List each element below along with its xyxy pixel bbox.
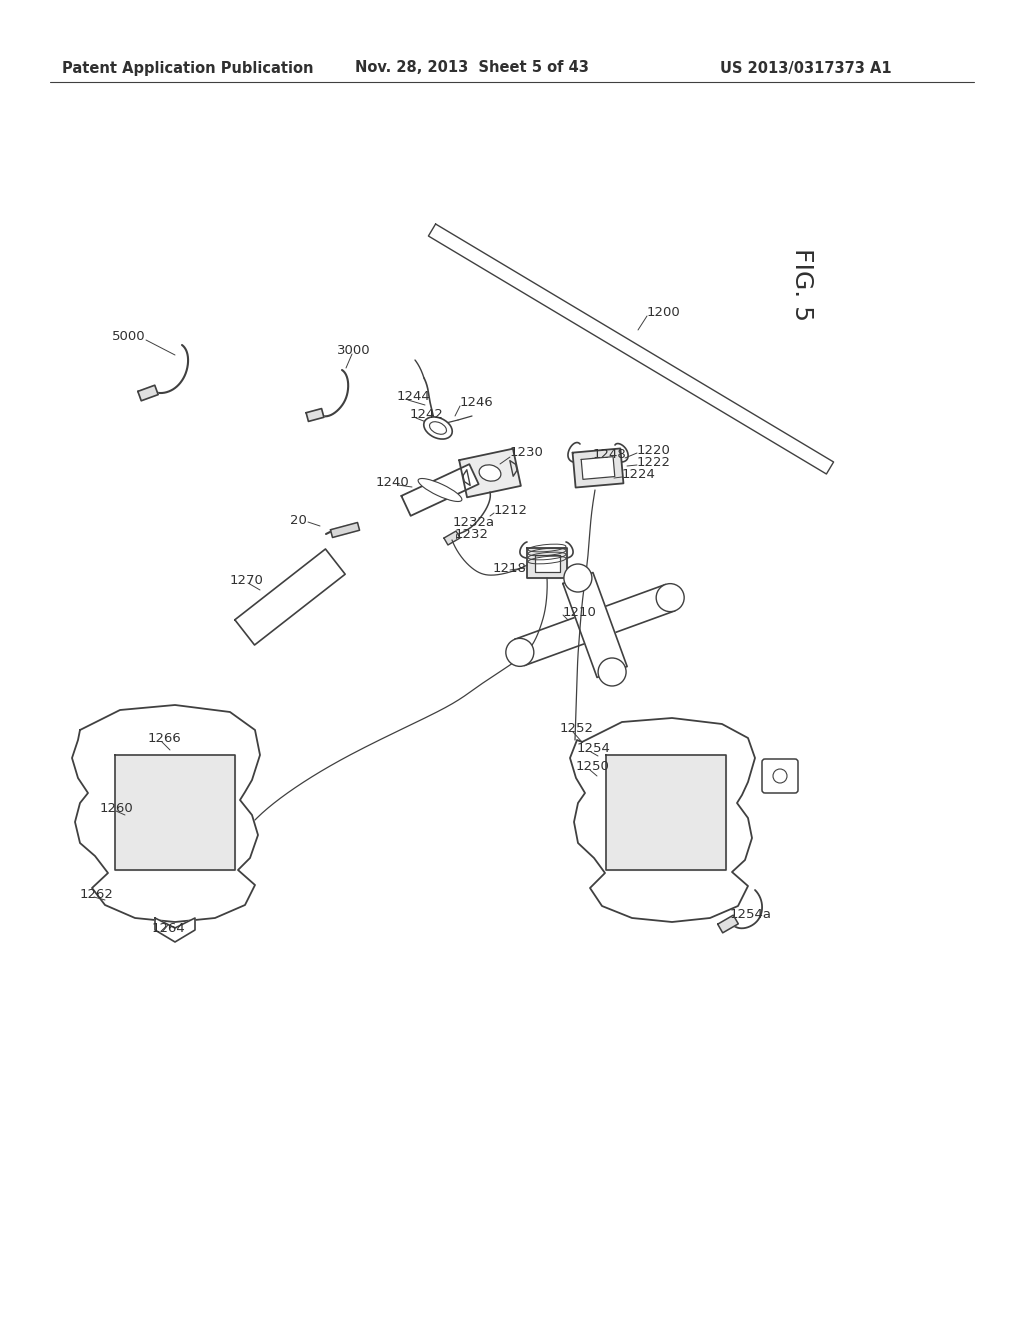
Text: 1264: 1264	[152, 921, 185, 935]
Text: 5000: 5000	[112, 330, 145, 343]
Text: 1244: 1244	[397, 391, 431, 404]
Text: 20: 20	[290, 513, 307, 527]
Ellipse shape	[598, 657, 626, 686]
Text: 1270: 1270	[230, 573, 264, 586]
Text: 1232: 1232	[455, 528, 489, 541]
Polygon shape	[331, 523, 359, 537]
Ellipse shape	[564, 564, 592, 591]
Polygon shape	[463, 470, 470, 486]
Text: 1240: 1240	[376, 477, 410, 490]
Text: FIG. 5: FIG. 5	[790, 248, 814, 322]
Polygon shape	[428, 224, 834, 474]
Ellipse shape	[429, 421, 446, 434]
Text: Patent Application Publication: Patent Application Publication	[62, 61, 313, 75]
Ellipse shape	[418, 478, 462, 502]
Polygon shape	[306, 409, 324, 421]
Ellipse shape	[656, 583, 684, 611]
Polygon shape	[234, 549, 345, 645]
Polygon shape	[535, 554, 559, 572]
Text: 1248: 1248	[593, 449, 627, 462]
Text: 1266: 1266	[148, 731, 181, 744]
Polygon shape	[606, 755, 726, 870]
Text: 1230: 1230	[510, 446, 544, 459]
Text: 1212: 1212	[494, 503, 528, 516]
Ellipse shape	[479, 465, 501, 482]
Polygon shape	[510, 461, 517, 477]
Text: 1252: 1252	[560, 722, 594, 734]
Text: 1220: 1220	[637, 444, 671, 457]
Polygon shape	[155, 917, 195, 942]
Text: 1222: 1222	[637, 455, 671, 469]
Polygon shape	[444, 531, 460, 545]
Polygon shape	[138, 385, 158, 401]
Text: US 2013/0317373 A1: US 2013/0317373 A1	[720, 61, 892, 75]
Polygon shape	[515, 585, 675, 665]
Text: 1246: 1246	[460, 396, 494, 408]
Polygon shape	[401, 465, 478, 516]
Text: 1250: 1250	[575, 760, 610, 774]
Text: 1200: 1200	[647, 305, 681, 318]
Polygon shape	[572, 449, 624, 487]
Text: 1260: 1260	[100, 801, 134, 814]
FancyBboxPatch shape	[762, 759, 798, 793]
Ellipse shape	[506, 639, 534, 667]
Polygon shape	[115, 755, 234, 870]
Ellipse shape	[773, 770, 787, 783]
Text: 1262: 1262	[80, 888, 114, 902]
Text: 1242: 1242	[410, 408, 443, 421]
Text: 1232a: 1232a	[453, 516, 496, 528]
Polygon shape	[582, 457, 614, 479]
Text: 1218: 1218	[493, 561, 527, 574]
Polygon shape	[718, 915, 738, 933]
Text: 3000: 3000	[337, 343, 371, 356]
Text: 1210: 1210	[563, 606, 597, 619]
Ellipse shape	[424, 417, 453, 440]
Text: 1254: 1254	[577, 742, 611, 755]
Polygon shape	[570, 718, 755, 921]
Polygon shape	[72, 705, 260, 921]
Polygon shape	[459, 449, 521, 498]
Text: 1224: 1224	[622, 467, 656, 480]
Text: Nov. 28, 2013  Sheet 5 of 43: Nov. 28, 2013 Sheet 5 of 43	[355, 61, 589, 75]
Polygon shape	[563, 573, 627, 677]
Polygon shape	[527, 548, 567, 578]
Text: 1254a: 1254a	[730, 908, 772, 921]
